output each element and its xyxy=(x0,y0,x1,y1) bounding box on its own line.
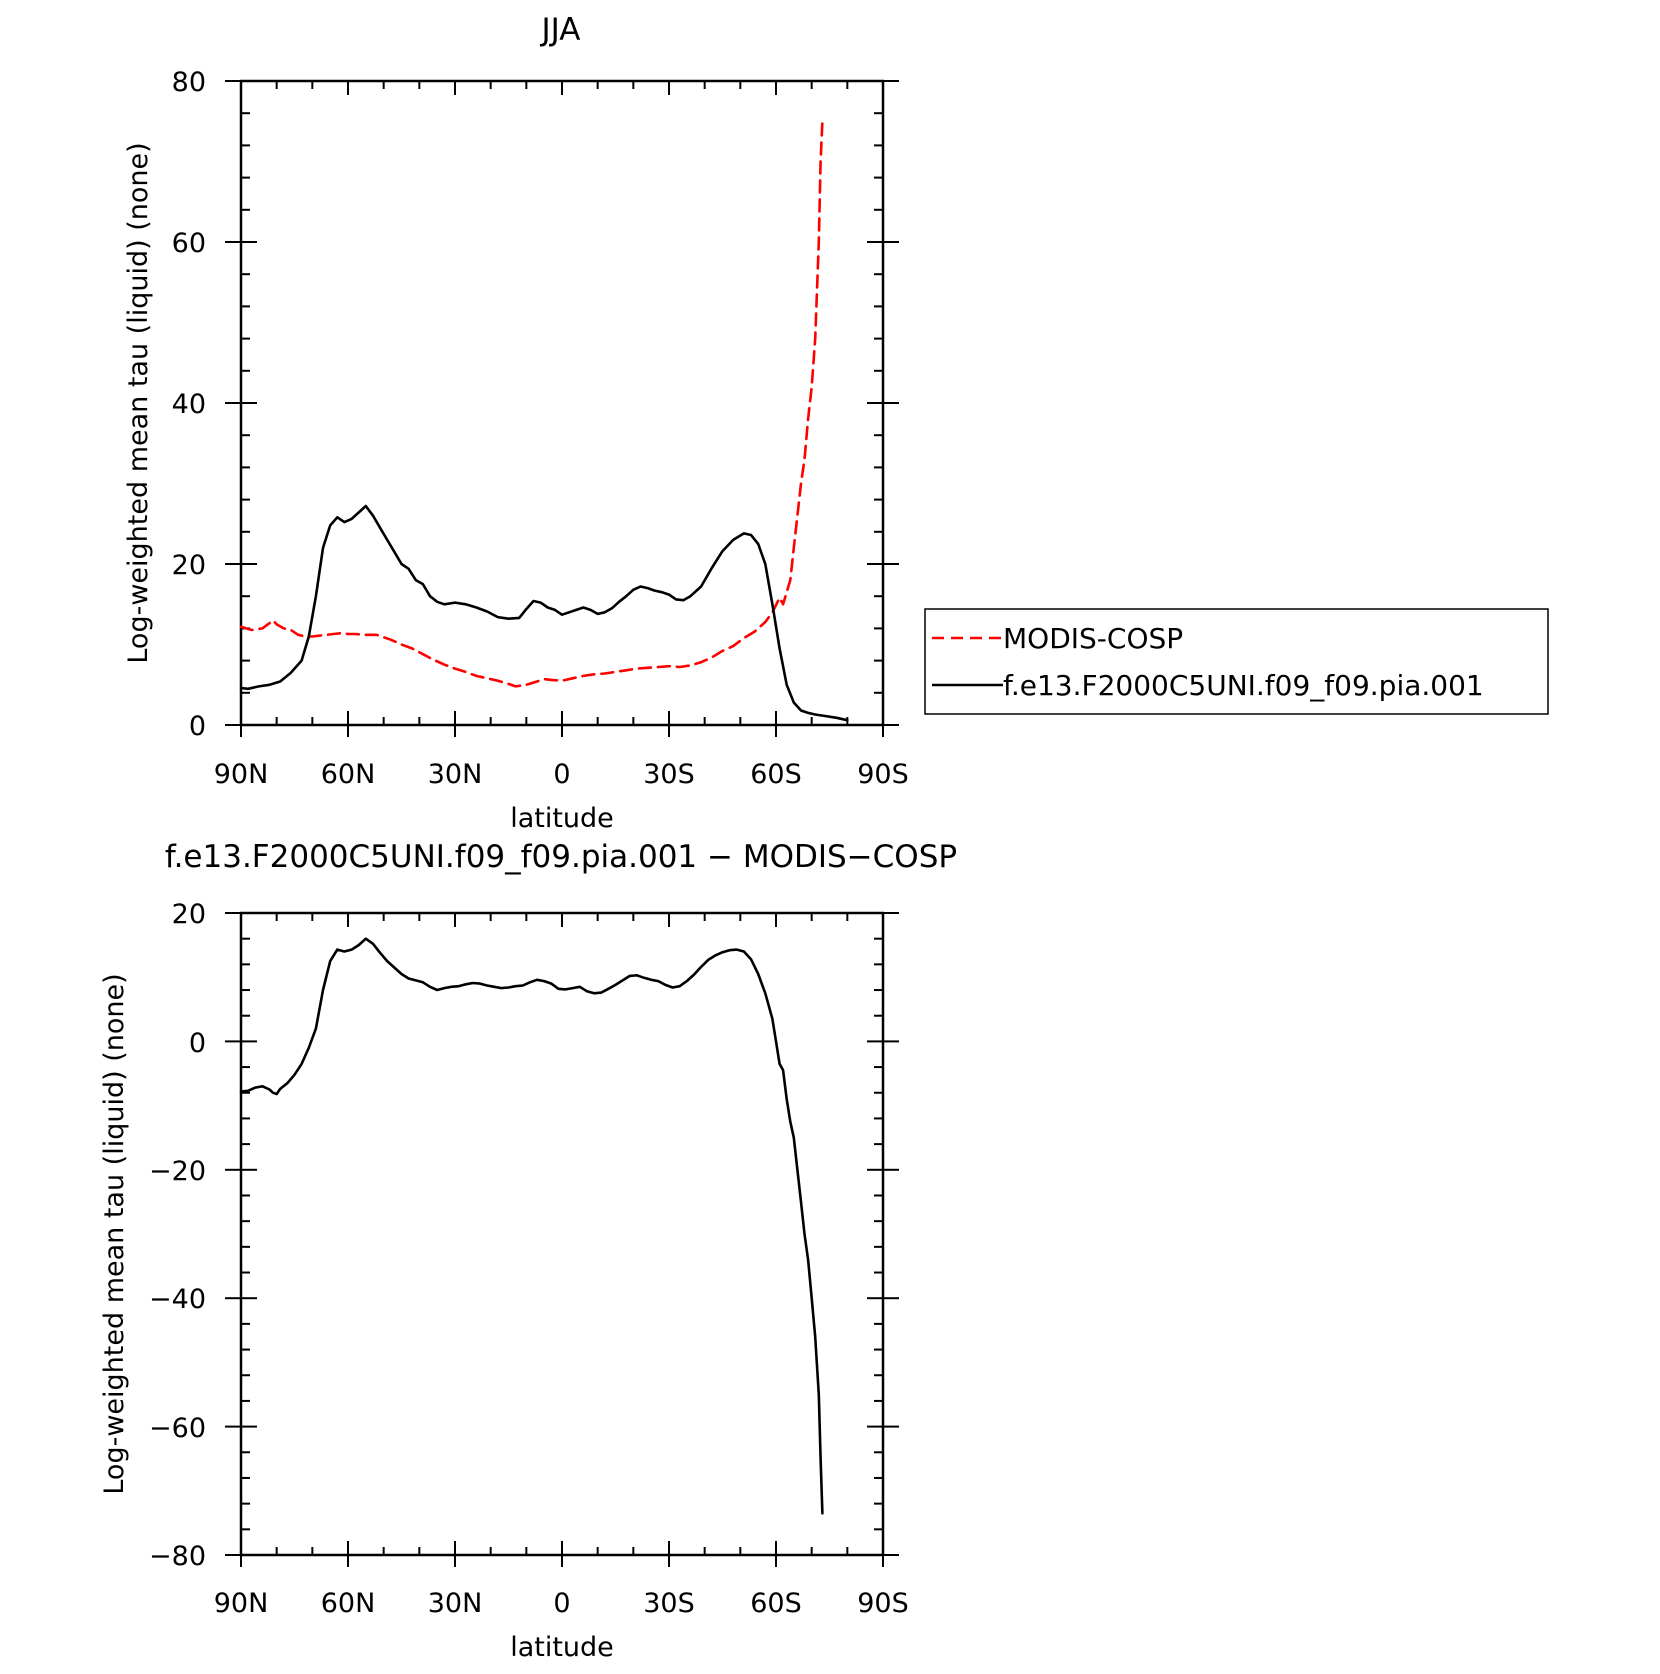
x-tick-label: 30S xyxy=(643,1588,695,1619)
legend-label-modis-cosp: MODIS-COSP xyxy=(1003,622,1183,655)
y-tick-label: 20 xyxy=(172,550,206,581)
panel-bottom-x-tick-labels: 90N 60N 30N 0 30S 60S 90S xyxy=(214,1588,909,1619)
panel-bottom-x-axis-title: latitude xyxy=(510,1632,614,1663)
panel-top-series-lines xyxy=(239,120,849,722)
legend-label-model: f.e13.F2000C5UNI.f09_f09.pia.001 xyxy=(1003,669,1484,702)
panel-top-y-ticks xyxy=(225,80,899,726)
series-line-modis-cosp xyxy=(239,120,824,688)
y-tick-label: 0 xyxy=(189,711,206,742)
x-tick-label: 30S xyxy=(643,759,695,790)
panel-top-title: JJA xyxy=(540,12,581,48)
x-tick-label: 30N xyxy=(428,1588,483,1619)
y-tick-label: 80 xyxy=(172,67,206,98)
series-line-f-e13-f2000c5uni-f09-f09-pia-001 xyxy=(239,504,849,722)
x-tick-label: 60S xyxy=(750,1588,802,1619)
y-tick-label: 20 xyxy=(172,899,206,930)
x-tick-label: 90N xyxy=(214,1588,269,1619)
panel-bottom-series-lines xyxy=(239,937,824,1515)
x-tick-label: 90S xyxy=(857,759,909,790)
x-tick-label: 90S xyxy=(857,1588,909,1619)
panel-top-y-axis-title: Log-weighted mean tau (liquid) (none) xyxy=(123,142,154,663)
panel-top-x-ticks xyxy=(240,81,884,737)
y-tick-label: −80 xyxy=(149,1541,206,1572)
legend-box xyxy=(924,608,1549,715)
x-tick-label: 0 xyxy=(553,1588,570,1619)
panel-top-chart: JJA 90N 60N 30N 0 30S 60S 90S 0 20 40 60… xyxy=(123,12,1549,834)
panel-top-y-tick-labels: 0 20 40 60 80 xyxy=(172,67,206,742)
x-tick-label: 60N xyxy=(321,759,376,790)
y-tick-label: 60 xyxy=(172,228,206,259)
panel-top-x-tick-labels: 90N 60N 30N 0 30S 60S 90S xyxy=(214,759,909,790)
y-tick-label: −60 xyxy=(149,1413,206,1444)
panel-bottom-y-axis-title: Log-weighted mean tau (liquid) (none) xyxy=(99,973,130,1494)
y-tick-label: 0 xyxy=(189,1028,206,1059)
x-tick-label: 60S xyxy=(750,759,802,790)
panel-bottom-y-tick-labels: 20 0 −20 −40 −60 −80 xyxy=(149,899,206,1572)
panel-bottom-chart: f.e13.F2000C5UNI.f09_f09.pia.001 − MODIS… xyxy=(99,839,957,1663)
series-line-series-0 xyxy=(239,937,824,1515)
panel-top-plot-frame xyxy=(239,79,885,727)
panel-bottom-y-ticks xyxy=(225,912,899,1556)
panel-bottom-x-ticks xyxy=(240,913,884,1567)
y-tick-label: −40 xyxy=(149,1284,206,1315)
x-tick-label: 90N xyxy=(214,759,269,790)
x-tick-label: 0 xyxy=(553,759,570,790)
y-tick-label: 40 xyxy=(172,389,206,420)
legend: MODIS-COSP f.e13.F2000C5UNI.f09_f09.pia.… xyxy=(924,608,1549,715)
y-tick-label: −20 xyxy=(149,1156,206,1187)
panel-top-x-axis-title: latitude xyxy=(510,803,614,834)
x-tick-label: 60N xyxy=(321,1588,376,1619)
panel-bottom-title: f.e13.F2000C5UNI.f09_f09.pia.001 − MODIS… xyxy=(165,839,957,875)
x-tick-label: 30N xyxy=(428,759,483,790)
panel-bottom-plot-frame xyxy=(239,911,885,1557)
